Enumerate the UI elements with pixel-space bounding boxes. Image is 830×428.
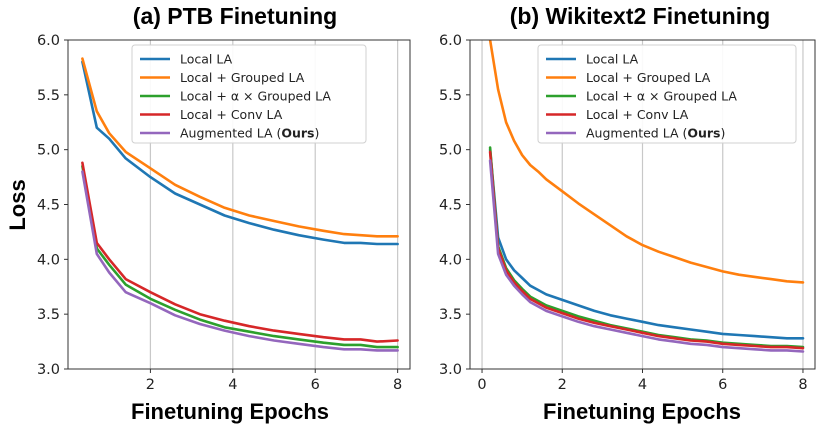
y-tick-label: 4.5 [439,198,462,214]
legend-label: Local + Grouped LA [586,70,711,85]
legend-label: Local + Conv LA [586,107,689,122]
series-line-5 [81,170,399,352]
x-tick-label: 6 [311,377,320,393]
series-line-5 [488,159,805,353]
chart-panel-ptb: (a) PTB Finetuning 3.0 3.5 4.0 4.5 5.0 5.5 6.0… [37,3,411,424]
series-line-1 [488,148,805,340]
x-axis-label: Finetuning Epochs [131,399,329,424]
chart-panel-wikitext2: (b) Wikitext2 Finetuning 3.0 3.5 4.0 4.5 5.0… [439,3,816,424]
series-line-1 [81,60,399,246]
y-tick-label: 6.0 [439,33,462,49]
series-group [81,57,399,352]
y-tick-label: 6.0 [37,33,60,49]
y-tick-label: 5.5 [439,88,462,104]
x-axis-label: Finetuning Epochs [543,399,741,424]
x-tick-label: 4 [638,377,647,393]
x-tick-label: 0 [477,377,486,393]
chart-title: (b) Wikitext2 Finetuning [510,3,770,29]
legend: Local LA Local + Grouped LA Local + α × Gr… [131,44,367,144]
y-tick-label: 5.5 [37,88,60,104]
y-tick-label: 4.0 [439,252,462,268]
x-tick-label: 8 [393,377,402,393]
legend-label: Local + α × Grouped LA [180,89,331,104]
series-line-2 [488,40,805,284]
series-line-2 [81,57,399,238]
y-tick-label: 3.5 [37,307,60,323]
series-line-3 [81,164,399,349]
series-line-4 [81,161,399,343]
y-tick-label: 5.0 [37,143,60,159]
legend-label: Local + Grouped LA [180,70,305,85]
y-tick-label: 3.0 [37,362,60,378]
y-tick-label: 4.0 [37,252,60,268]
legend-box [131,44,367,144]
x-tick-label: 2 [146,377,155,393]
legend-label: Local + α × Grouped LA [586,89,737,104]
y-tick-label: 5.0 [439,143,462,159]
legend-label: Local + Conv LA [180,107,283,122]
series-group [488,40,805,353]
legend-label: Local LA [586,52,639,67]
x-tick-label: 2 [558,377,567,393]
legend-label: Local LA [180,52,233,67]
series-line-4 [488,150,805,350]
axis-ticks: 3.0 3.5 4.0 4.5 5.0 5.5 6.0 2 4 6 8 [37,33,402,393]
axis-ticks: 3.0 3.5 4.0 4.5 5.0 5.5 6.0 0 2 4 6 8 [439,33,808,393]
x-tick-label: 4 [228,377,237,393]
legend-label: Augmented LA (Ours) [180,126,319,141]
y-axis-label: Loss [5,179,30,230]
x-tick-label: 6 [718,377,727,393]
x-tick-label: 8 [798,377,807,393]
legend-label: Augmented LA (Ours) [586,126,725,141]
chart-title: (a) PTB Finetuning [133,3,337,29]
legend: Local LA Local + Grouped LA Local + α × Gr… [537,44,797,144]
y-tick-label: 4.5 [37,198,60,214]
y-tick-label: 3.5 [439,307,462,323]
y-tick-label: 3.0 [439,362,462,378]
legend-box [537,44,797,144]
